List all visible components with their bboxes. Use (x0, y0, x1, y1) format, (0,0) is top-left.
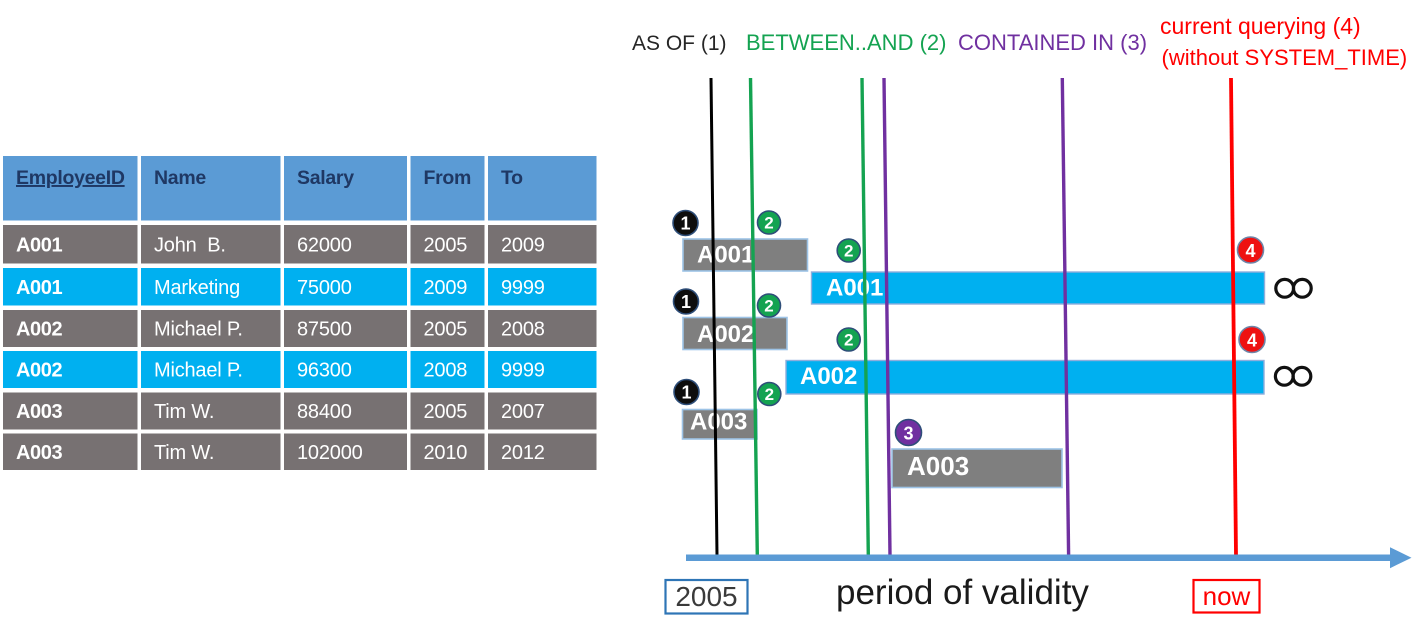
svg-text:2005: 2005 (424, 319, 468, 341)
svg-text:2: 2 (765, 385, 774, 404)
svg-text:A003: A003 (907, 451, 969, 481)
svg-text:2005: 2005 (424, 401, 468, 423)
svg-text:A003: A003 (16, 401, 62, 423)
svg-text:(without SYSTEM_TIME): (without SYSTEM_TIME) (1162, 45, 1408, 70)
svg-text:Michael P.: Michael P. (154, 360, 243, 382)
svg-text:A001: A001 (697, 242, 754, 269)
svg-text:2010: 2010 (424, 442, 468, 464)
svg-text:3: 3 (903, 423, 913, 443)
svg-text:2: 2 (844, 241, 853, 260)
svg-text:A001: A001 (826, 275, 883, 302)
svg-text:To: To (501, 167, 523, 189)
svg-text:4: 4 (1247, 330, 1257, 350)
svg-text:current querying (4): current querying (4) (1160, 13, 1361, 39)
svg-text:Marketing: Marketing (154, 277, 240, 299)
svg-text:2009: 2009 (424, 277, 468, 299)
svg-text:102000: 102000 (297, 442, 363, 464)
svg-text:A001: A001 (16, 234, 62, 256)
svg-text:2008: 2008 (424, 360, 468, 382)
svg-text:A001: A001 (16, 277, 62, 299)
svg-text:Tim W.: Tim W. (154, 401, 214, 423)
svg-text:2005: 2005 (424, 234, 468, 256)
svg-text:1: 1 (681, 383, 691, 403)
svg-text:87500: 87500 (297, 319, 352, 341)
svg-text:A002: A002 (16, 319, 62, 341)
svg-text:A002: A002 (697, 321, 754, 348)
svg-text:John B.: John B. (154, 234, 226, 256)
svg-text:Tim W.: Tim W. (154, 442, 214, 464)
svg-text:Salary: Salary (297, 167, 354, 189)
svg-text:96300: 96300 (297, 360, 352, 382)
svg-text:BETWEEN..AND (2): BETWEEN..AND (2) (746, 30, 946, 55)
svg-text:2005: 2005 (675, 581, 737, 612)
svg-text:AS OF (1): AS OF (1) (632, 32, 727, 55)
svg-text:4: 4 (1245, 241, 1255, 261)
svg-text:2: 2 (764, 213, 773, 232)
svg-text:9999: 9999 (501, 277, 545, 299)
svg-text:2: 2 (844, 330, 853, 349)
svg-text:period of validity: period of validity (836, 573, 1089, 612)
svg-text:Michael P.: Michael P. (154, 319, 243, 341)
svg-text:62000: 62000 (297, 234, 352, 256)
svg-text:A002: A002 (800, 363, 857, 390)
svg-text:2009: 2009 (501, 234, 545, 256)
svg-text:9999: 9999 (501, 360, 545, 382)
svg-text:1: 1 (680, 214, 690, 234)
svg-text:2012: 2012 (501, 442, 545, 464)
svg-text:88400: 88400 (297, 401, 352, 423)
svg-text:2: 2 (764, 296, 773, 315)
svg-text:2007: 2007 (501, 401, 545, 423)
svg-text:2008: 2008 (501, 319, 545, 341)
svg-text:Name: Name (154, 167, 206, 189)
svg-text:A002: A002 (16, 360, 62, 382)
svg-text:From: From (424, 167, 472, 189)
svg-text:A003: A003 (16, 442, 62, 464)
svg-text:now: now (1203, 581, 1251, 611)
svg-text:1: 1 (681, 292, 691, 312)
svg-text:75000: 75000 (297, 277, 352, 299)
svg-text:CONTAINED IN (3): CONTAINED IN (3) (958, 30, 1147, 55)
svg-text:A003: A003 (690, 409, 747, 436)
svg-text:EmployeeID: EmployeeID (16, 167, 125, 189)
